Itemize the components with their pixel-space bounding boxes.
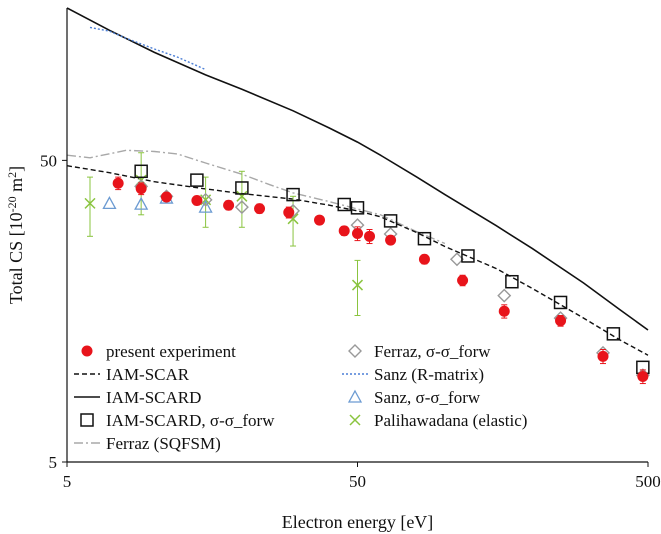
legend-swatch [80, 413, 94, 427]
legend-label: Sanz, σ-σ_forw [374, 388, 481, 407]
data-point [498, 305, 510, 317]
legend-label: IAM-SCARD [106, 388, 201, 407]
data-point [364, 230, 376, 242]
x-ticks: 5 50 500 [63, 462, 661, 491]
legend-item-iam-scard: IAM-SCARD [74, 388, 201, 407]
data-point [351, 279, 364, 291]
data-point [497, 288, 512, 303]
legend-swatch [348, 344, 362, 358]
y-axis-title-exp: -20 [5, 196, 19, 212]
data-point [254, 203, 266, 215]
legend-label: Sanz (R-matrix) [374, 365, 484, 384]
x-tick-label: 5 [63, 472, 72, 491]
legend-item-ferraz-sqfsm: Ferraz (SQFSM) [74, 434, 221, 453]
data-point [606, 327, 621, 341]
data-point [505, 274, 519, 289]
legend-item-ferraz-forw: Ferraz, σ-σ_forw [348, 342, 491, 361]
legend-item-iam-scard-forw: IAM-SCARD, σ-σ_forw [80, 411, 275, 430]
y-axis-title-main: Total CS [10 [6, 212, 26, 304]
data-point [417, 231, 432, 246]
legend-item-present-experiment: present experiment [81, 342, 236, 361]
y-axis-title: Total CS [10-20 m2] [5, 166, 26, 304]
series-iam-scard [67, 7, 649, 331]
data-point [235, 181, 249, 195]
data-point [223, 199, 235, 211]
data-point [337, 197, 351, 212]
y-ticks: 5 50 [40, 151, 67, 472]
x-axis-title: Electron energy [eV] [282, 512, 434, 532]
series-line [67, 7, 649, 331]
plot-area [67, 7, 650, 385]
y-tick-label: 50 [40, 151, 57, 170]
data-point [234, 200, 249, 215]
data-point [190, 173, 204, 187]
data-point [637, 371, 649, 383]
legend-label: Palihawadana (elastic) [374, 411, 527, 430]
legend-item-sanz-forw: Sanz, σ-σ_forw [347, 388, 481, 407]
series-line [67, 165, 649, 356]
data-point [236, 190, 248, 202]
legend-label: Ferraz (SQFSM) [106, 434, 221, 453]
data-point [84, 197, 96, 209]
data-point [457, 274, 469, 286]
data-point [418, 253, 430, 265]
series-sanz-r-matrix [89, 26, 206, 71]
legend-swatch [81, 345, 93, 357]
data-point [112, 177, 124, 189]
series-iam-scard-forw [134, 164, 650, 375]
data-point [449, 252, 464, 267]
data-point [461, 249, 475, 263]
x-tick-label: 500 [635, 472, 661, 491]
data-point [383, 214, 398, 228]
data-point [283, 206, 295, 218]
data-point [102, 196, 117, 210]
legend-label: IAM-SCAR [106, 365, 190, 384]
data-point [134, 164, 148, 179]
series-palihawadana-elastic [84, 152, 364, 316]
series-ferraz-sqfsm [67, 149, 446, 245]
y-tick-label: 5 [49, 453, 58, 472]
data-point [338, 225, 350, 237]
data-point [134, 196, 149, 210]
legend-swatch [347, 389, 363, 403]
series-present-experiment [112, 176, 649, 385]
legend-label: Ferraz, σ-σ_forw [374, 342, 491, 361]
data-point [191, 195, 203, 207]
legend-swatch [349, 414, 361, 426]
legend: present experiment IAM-SCAR IAM-SCARD IAM-S… [74, 342, 527, 453]
y-axis-title-close: ] [6, 166, 26, 172]
data-point [135, 183, 147, 195]
series-line [89, 26, 206, 71]
data-point [350, 201, 365, 215]
legend-item-palihawadana-elastic: Palihawadana (elastic) [349, 411, 527, 430]
data-point [385, 234, 397, 246]
data-point [352, 228, 363, 240]
data-point [555, 315, 567, 327]
data-point [553, 295, 568, 310]
legend-label: IAM-SCARD, σ-σ_forw [106, 411, 275, 430]
legend-item-iam-scar: IAM-SCAR [74, 365, 190, 384]
x-tick-label: 50 [349, 472, 366, 491]
y-axis-title-tail: m [6, 178, 26, 197]
data-point [286, 187, 300, 202]
data-point [160, 191, 172, 203]
data-point [198, 199, 213, 213]
data-point [314, 214, 326, 226]
series-iam-scar [67, 165, 649, 356]
series-line [67, 149, 446, 245]
data-point [597, 350, 609, 362]
legend-label: present experiment [106, 342, 236, 361]
legend-item-sanz-r-matrix: Sanz (R-matrix) [342, 365, 484, 384]
y-axis-title-exp2: 2 [5, 172, 19, 178]
